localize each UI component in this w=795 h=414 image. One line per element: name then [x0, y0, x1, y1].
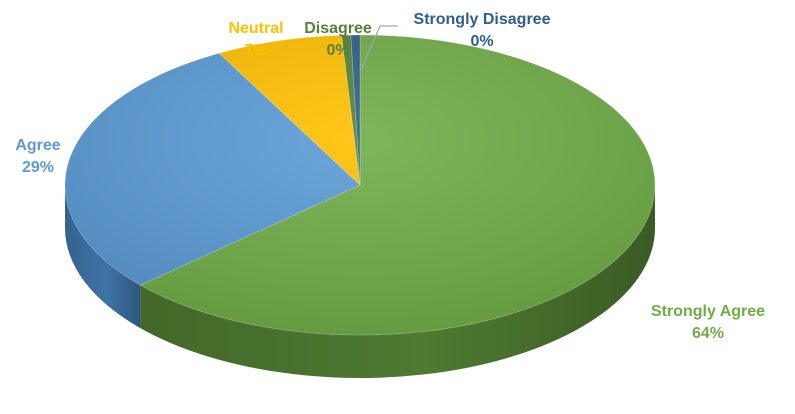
data-label-name-neutral: Neutral — [228, 20, 283, 37]
data-label-value-strongly-agree: 64% — [692, 325, 724, 342]
data-label-name-disagree: Disagree — [304, 20, 372, 37]
pie-side-shade-strongly-agree — [140, 185, 656, 379]
data-label-strongly-agree: Strongly Agree 64% — [651, 303, 765, 342]
pie-side-shade-agree — [65, 185, 141, 329]
data-label-value-disagree: 0% — [326, 42, 349, 59]
data-label-disagree: Disagree 0% — [304, 20, 372, 59]
data-label-name-strongly-disagree: Strongly Disagree — [414, 11, 551, 28]
data-label-agree: Agree 29% — [15, 137, 60, 176]
data-label-value-neutral: 7% — [244, 42, 267, 59]
data-label-strongly-disagree: Strongly Disagree 0% — [414, 11, 551, 50]
data-label-neutral: Neutral 7% — [228, 20, 283, 59]
data-label-value-agree: 29% — [22, 159, 54, 176]
pie-top-shading — [65, 35, 655, 335]
data-label-value-strongly-disagree: 0% — [470, 33, 493, 50]
leader-line-strongly-disagree — [359, 25, 398, 73]
data-label-name-agree: Agree — [15, 137, 60, 154]
data-label-name-strongly-agree: Strongly Agree — [651, 303, 765, 320]
